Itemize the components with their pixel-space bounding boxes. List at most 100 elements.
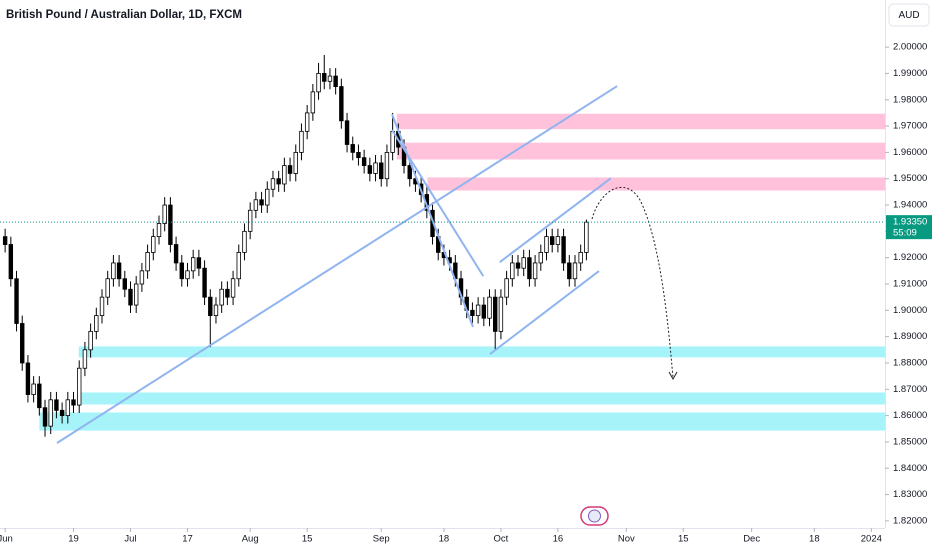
candle-body (561, 236, 566, 264)
candle-body (475, 304, 481, 316)
candle-body (578, 252, 583, 264)
candle-body (299, 130, 304, 153)
x-tick-label: Sep (373, 534, 390, 545)
candle-body (185, 270, 190, 280)
currency-button[interactable] (888, 3, 930, 27)
x-tick-label: Nov (618, 534, 635, 545)
x-tick-label: 2024 (861, 534, 882, 545)
candle-body (310, 91, 316, 114)
candle-body (42, 407, 48, 427)
candle-body (356, 151, 361, 159)
candle-body (14, 278, 19, 324)
y-tick-label: 1.95000 (893, 173, 927, 184)
currency-label[interactable]: AUD (898, 10, 919, 21)
y-tick-label: 1.92000 (893, 252, 927, 263)
y-tick-label: 1.89000 (893, 331, 927, 342)
candle-body (532, 262, 538, 280)
candle-body (293, 151, 298, 174)
last-price-badge (886, 215, 932, 240)
y-tick-label: 1.97000 (893, 121, 927, 132)
y-tick-label: 1.82000 (893, 515, 927, 526)
candle-body (584, 221, 589, 253)
trendline (499, 177, 612, 263)
candle-body (567, 262, 572, 280)
candle-body (88, 330, 93, 351)
candle-body (31, 383, 36, 395)
zone (427, 177, 886, 191)
y-tick-label: 1.99000 (893, 68, 927, 79)
candle-body (105, 278, 110, 298)
candle-body (213, 304, 219, 316)
candle-body (498, 296, 504, 332)
y-tick-label: 1.85000 (893, 436, 927, 447)
projection-arrow (668, 371, 678, 381)
candle-body (20, 323, 25, 364)
candle-body (196, 257, 202, 269)
candle-body (407, 165, 412, 180)
candle-body (515, 262, 521, 269)
countdown: 55:09 (893, 228, 917, 239)
last-price-label: 1.93350 (893, 217, 927, 228)
candle-body (242, 230, 247, 253)
candle-body (316, 73, 321, 93)
y-tick-label: 2.00000 (893, 42, 927, 53)
x-tick-label: Dec (743, 534, 760, 545)
candle-body (487, 296, 492, 319)
candle-body (339, 86, 344, 122)
candle-body (139, 270, 145, 285)
candle-body (527, 257, 532, 280)
candle-body (350, 144, 355, 153)
candle-body (94, 315, 99, 332)
candle-body (361, 157, 367, 166)
x-tick-label: 17 (182, 534, 193, 545)
candle-body (173, 244, 179, 264)
candle-body (151, 236, 156, 253)
logo-mark (588, 509, 601, 523)
candle-body (259, 199, 264, 206)
candle-body (208, 296, 213, 316)
candle-body (344, 120, 350, 145)
zone (39, 412, 886, 431)
candle-body (54, 399, 59, 411)
candles (2, 55, 589, 437)
x-tick-label: 18 (809, 534, 820, 545)
zone (396, 113, 886, 130)
x-tick-label: 15 (302, 534, 313, 545)
y-tick-label: 1.87000 (893, 384, 927, 395)
y-tick-label: 1.96000 (893, 147, 927, 158)
candle-body (282, 165, 287, 185)
candle-body (276, 178, 281, 185)
candle-body (379, 162, 384, 180)
candle-body (2, 236, 8, 245)
candle-body (225, 288, 230, 298)
candle-body (510, 262, 515, 280)
candle-body (367, 165, 373, 174)
trendlines (56, 85, 618, 444)
y-tick-label: 1.94000 (893, 200, 927, 211)
x-tick-label: Oct (494, 534, 509, 545)
candle-body (493, 296, 498, 332)
candle-body (99, 296, 105, 316)
candle-body (304, 112, 310, 132)
trendline (56, 85, 618, 444)
y-tick-label: 1.91000 (893, 279, 927, 290)
zone (396, 142, 886, 160)
y-tick-label: 1.98000 (893, 94, 927, 105)
candle-body (230, 278, 236, 298)
candle-body (544, 236, 549, 253)
candle-body (521, 257, 526, 269)
axes: 1.82000 1.83000 1.84000 1.85000 1.86000 1.870… (0, 42, 932, 545)
candle-body (265, 188, 270, 206)
candle-body (270, 178, 276, 190)
candle-body (470, 309, 475, 316)
candle-body (59, 409, 65, 417)
zone (78, 392, 886, 405)
x-tick-label: Jul (124, 534, 136, 545)
candle-body (202, 267, 207, 298)
y-tick-label: 1.84000 (893, 463, 927, 474)
candle-body (71, 399, 76, 406)
x-tick-label: 16 (553, 534, 564, 545)
